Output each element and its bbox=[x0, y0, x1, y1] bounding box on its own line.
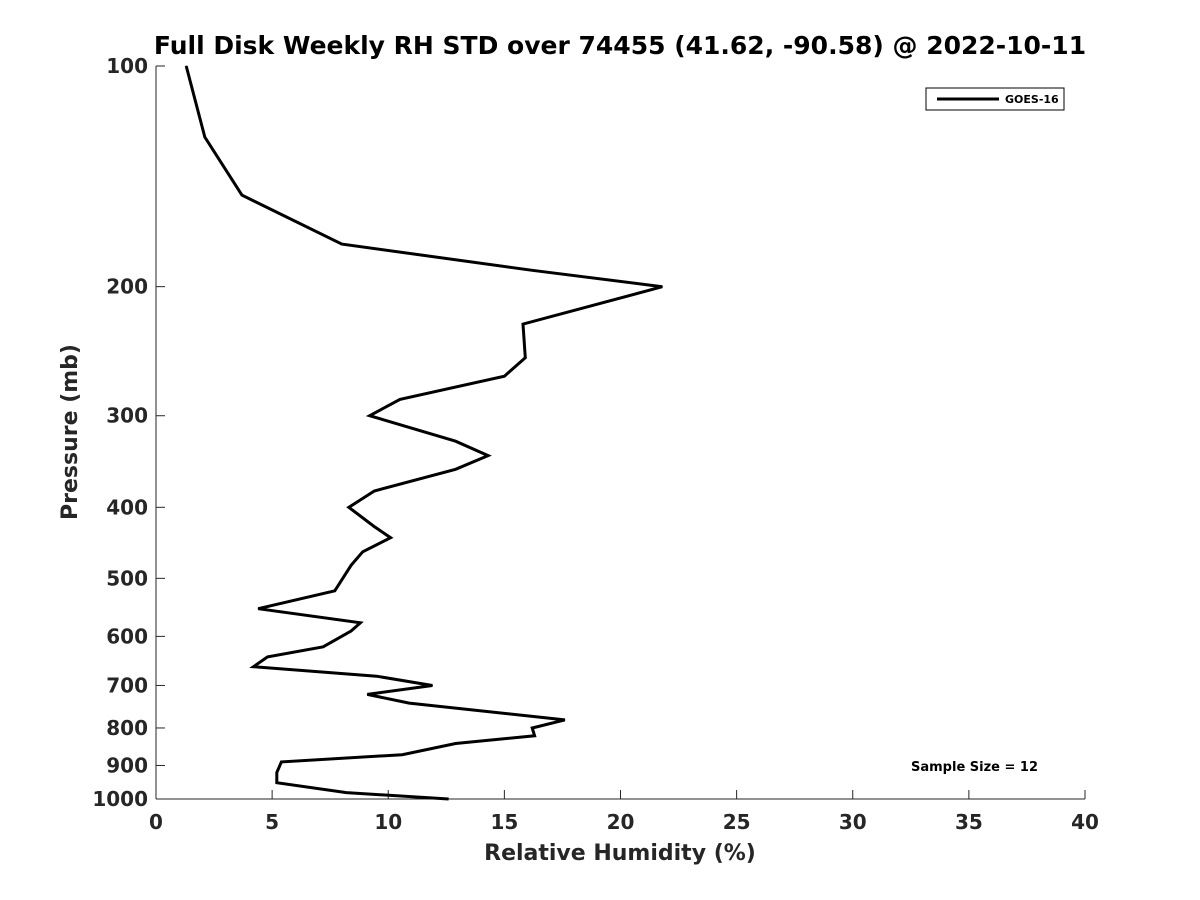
data-point bbox=[373, 526, 375, 528]
data-point bbox=[334, 590, 336, 592]
data-point bbox=[267, 656, 268, 658]
data-point bbox=[350, 630, 352, 632]
data-point bbox=[345, 792, 347, 794]
data-point bbox=[524, 357, 526, 359]
y-tick-label: 900 bbox=[106, 753, 148, 777]
series-points bbox=[185, 65, 663, 800]
data-point bbox=[350, 564, 352, 566]
data-point bbox=[366, 693, 368, 695]
y-tick-label: 400 bbox=[106, 495, 148, 519]
legend: GOES-16 bbox=[925, 87, 1065, 111]
data-point bbox=[280, 761, 282, 763]
x-axis-ticks: 0 5 10 15 20 25 30 35 40 bbox=[149, 790, 1099, 834]
data-point bbox=[204, 136, 206, 138]
data-point bbox=[522, 323, 524, 325]
data-point bbox=[348, 506, 350, 508]
data-point bbox=[534, 735, 536, 737]
data-point bbox=[369, 415, 371, 417]
series-line-goes-16 bbox=[184, 65, 663, 801]
data-point bbox=[253, 666, 254, 668]
data-point bbox=[408, 702, 410, 704]
data-point bbox=[455, 440, 457, 442]
y-tick-label: 100 bbox=[106, 54, 148, 78]
data-point bbox=[322, 646, 324, 648]
data-point bbox=[185, 65, 187, 67]
y-axis-label: Pressure (mb) bbox=[58, 344, 83, 520]
data-point bbox=[276, 782, 278, 784]
data-point bbox=[431, 685, 433, 686]
data-point bbox=[390, 537, 392, 539]
x-tick-label: 5 bbox=[265, 810, 279, 834]
x-tick-label: 35 bbox=[955, 810, 983, 834]
y-tick-label: 200 bbox=[106, 275, 148, 299]
x-tick-label: 20 bbox=[607, 810, 635, 834]
data-point bbox=[531, 269, 533, 271]
legend-entry-goes-16: GOES-16 bbox=[1005, 93, 1059, 106]
x-tick-label: 40 bbox=[1071, 810, 1099, 834]
data-point bbox=[359, 622, 361, 624]
y-axis-ticks: 100 200 300 400 500 600 700 800 900 1000 bbox=[92, 54, 165, 811]
x-tick-label: 25 bbox=[723, 810, 751, 834]
x-tick-label: 30 bbox=[839, 810, 867, 834]
data-point bbox=[448, 798, 450, 800]
data-point bbox=[661, 286, 663, 288]
plot-area: 0 5 10 15 20 25 30 35 40 100 200 300 400 500 600 700 80… bbox=[92, 54, 1099, 834]
data-point bbox=[376, 675, 378, 677]
data-point bbox=[487, 455, 489, 457]
data-point bbox=[455, 743, 457, 744]
data-point bbox=[341, 243, 343, 245]
data-point bbox=[564, 719, 566, 721]
y-tick-label: 300 bbox=[106, 404, 148, 428]
sample-size-annotation: Sample Size = 12 bbox=[911, 760, 1038, 775]
data-point bbox=[399, 398, 401, 400]
y-tick-label: 800 bbox=[106, 716, 148, 740]
x-tick-label: 15 bbox=[490, 810, 518, 834]
data-point bbox=[257, 608, 259, 610]
data-point bbox=[401, 754, 403, 756]
data-point bbox=[276, 772, 278, 773]
data-point bbox=[241, 194, 243, 196]
y-tick-label: 600 bbox=[106, 624, 148, 648]
x-axis-label: Relative Humidity (%) bbox=[484, 841, 756, 866]
x-tick-label: 0 bbox=[149, 810, 163, 834]
y-tick-label: 500 bbox=[106, 566, 148, 590]
data-point bbox=[503, 375, 505, 377]
y-tick-label: 700 bbox=[106, 673, 148, 697]
data-point bbox=[373, 490, 375, 492]
chart-title: Full Disk Weekly RH STD over 74455 (41.6… bbox=[154, 31, 1086, 60]
data-point bbox=[531, 727, 533, 729]
data-point bbox=[362, 551, 364, 553]
x-tick-label: 10 bbox=[374, 810, 402, 834]
y-tick-label: 1000 bbox=[92, 787, 148, 811]
data-point bbox=[455, 468, 457, 470]
